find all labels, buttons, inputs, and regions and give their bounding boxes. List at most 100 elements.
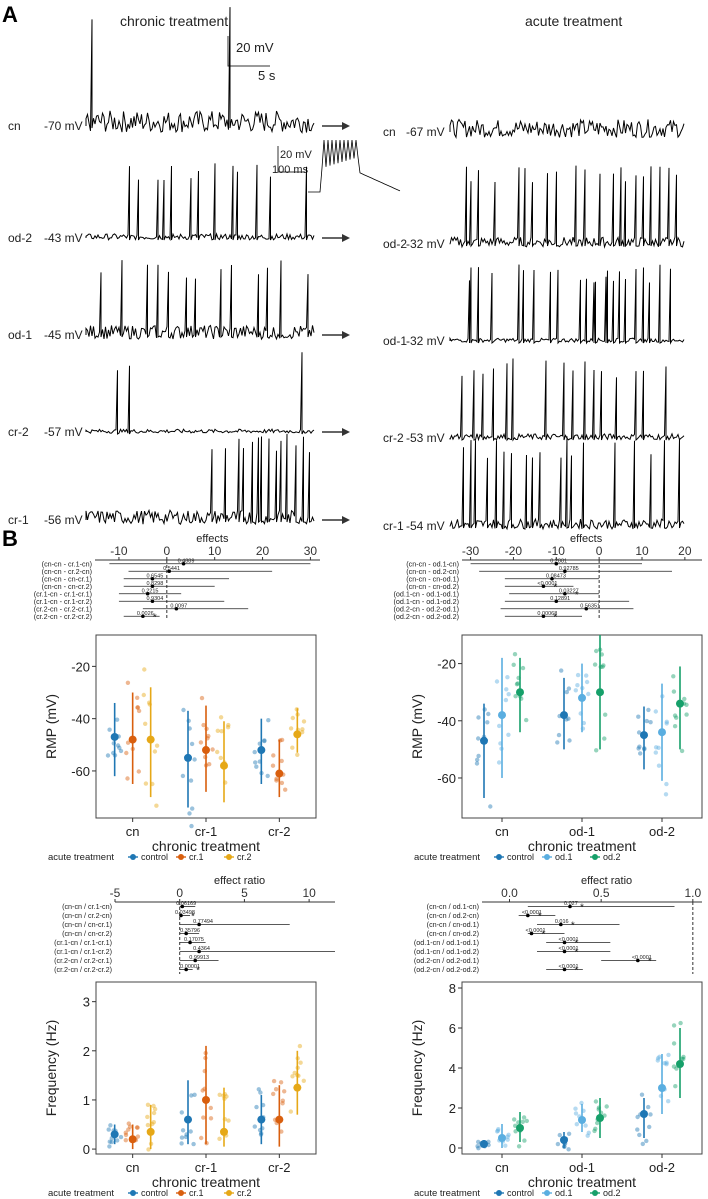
acute-trace-name: od-2: [383, 237, 407, 251]
y-tick-label: -40: [437, 714, 456, 729]
data-point: [639, 1092, 645, 1097]
forest-effects-right: effects -30 -20 -10 0 10 20 (cn-cn - od.1-cn) 0.…: [393, 533, 702, 623]
data-point: [292, 1070, 297, 1076]
chronic-trace-name: cn: [8, 119, 21, 133]
data-point: [566, 1147, 571, 1152]
mean-point: [202, 1095, 210, 1104]
forest-row-label: (cr.1-cn - cr.1-cr.1): [34, 589, 92, 598]
data-point: [180, 1128, 186, 1133]
forest-star: *: [538, 912, 542, 923]
data-point: [566, 1131, 572, 1137]
y-tick-label: 3: [83, 995, 90, 1010]
data-point: [671, 689, 677, 694]
forest-estimate: [174, 606, 179, 611]
forest-row-label: (od.2-cn / od.2-od.2): [414, 965, 479, 974]
data-point: [300, 727, 305, 732]
data-point: [271, 753, 276, 758]
forest-row-label: (od.1-cn / od.1-od.1): [414, 938, 479, 947]
forest-title: effect ratio: [214, 875, 265, 887]
data-point: [274, 776, 279, 781]
forest-star: *: [553, 612, 557, 623]
data-point: [151, 1110, 157, 1116]
charts-group: effects-10 0 10 20 30(cn-cn - cr.1-cn) 0.4889…: [34, 533, 703, 1199]
data-point: [141, 692, 146, 698]
x-axis-label: chronic treatment: [152, 838, 260, 854]
forest-row-label: (cn-cn - cn-cr.1): [42, 574, 92, 583]
forest-row-label: (cr.2-cn / cr.2-cr.2): [54, 965, 112, 974]
data-point: [290, 1074, 295, 1079]
data-point: [127, 1124, 133, 1129]
y-axis-label: RMP (mV): [43, 694, 59, 759]
forest-star: *: [153, 612, 157, 623]
data-point: [273, 1087, 279, 1092]
data-point: [135, 705, 140, 710]
data-point: [265, 773, 270, 779]
y-tick-label: -60: [437, 771, 456, 786]
data-point: [210, 747, 215, 752]
data-point: [593, 1099, 599, 1104]
data-point: [586, 1130, 591, 1136]
scale-s-label: 5 s: [258, 68, 276, 83]
scatter-rmp-left: -20 -40 -60 RMP (mV) cn cr-1 cr-2 chronic treat…: [43, 634, 317, 863]
scale-bar-inset: 20 mV 100 ms: [272, 146, 312, 176]
data-point: [108, 1123, 113, 1128]
legend-swatch: [592, 1190, 598, 1196]
data-point: [602, 736, 607, 741]
data-point: [189, 823, 194, 829]
data-point: [566, 686, 572, 691]
mean-point: [480, 1140, 488, 1148]
data-point: [515, 681, 520, 686]
data-point: [575, 683, 580, 688]
forest-estimate: [184, 931, 188, 936]
forest-row-label: (od.1-cn / od.1-od.2): [414, 947, 479, 956]
data-point: [513, 694, 518, 699]
data-point: [201, 722, 206, 728]
data-point: [145, 1102, 151, 1108]
data-point: [682, 696, 687, 702]
forest-p-value: 0.35796: [180, 928, 200, 934]
forest-estimate: [180, 904, 185, 909]
forest-estimate: [636, 958, 640, 963]
legend-swatch: [544, 1190, 550, 1196]
forest-row-label: (cn-cn - cr.2-cn): [42, 567, 92, 576]
data-point: [604, 1104, 609, 1109]
forest-estimate: [150, 576, 155, 581]
data-point: [179, 1135, 185, 1140]
forest-tick-label: 30: [304, 544, 318, 558]
forest-p-value: 0.06169: [176, 901, 196, 907]
arrow-icon: [342, 234, 350, 242]
legend-title: acute treatment: [48, 1188, 114, 1199]
forest-p-value: 0.5441: [163, 566, 180, 572]
forest-row-label: (cr.2-cn - cr.2-cr.1): [34, 604, 92, 613]
forest-row-label: (od.2-cn - od.2-od.2): [393, 612, 459, 621]
data-point: [288, 726, 294, 731]
data-point: [191, 1141, 196, 1147]
arrow-icon: [342, 516, 350, 524]
data-point: [152, 1106, 158, 1112]
data-point: [142, 667, 147, 672]
legend-swatch: [178, 1190, 184, 1196]
forest-estimate: [150, 599, 155, 604]
forest-row-label: (cn-cn / cn-cr.1): [62, 920, 112, 929]
data-point: [674, 715, 679, 720]
data-point: [254, 1104, 259, 1110]
forest-tick-label: -30: [462, 544, 480, 558]
data-point: [301, 719, 307, 724]
y-tick-label: -40: [71, 712, 90, 727]
data-point: [664, 781, 669, 787]
data-point: [681, 1054, 686, 1060]
data-point: [564, 689, 569, 695]
forest-tick-label: -10: [548, 544, 566, 558]
data-point: [226, 722, 231, 728]
data-point: [656, 745, 661, 750]
mean-point: [516, 688, 524, 697]
data-point: [600, 664, 605, 669]
forest-estimate: [562, 967, 567, 972]
data-point: [290, 745, 295, 750]
mean-point: [640, 731, 648, 740]
legend-label: cr.1: [189, 1188, 204, 1198]
forest-tick-label: 10: [302, 886, 316, 900]
y-axis-label: RMP (mV): [409, 694, 425, 759]
forest-estimate: [562, 940, 567, 945]
